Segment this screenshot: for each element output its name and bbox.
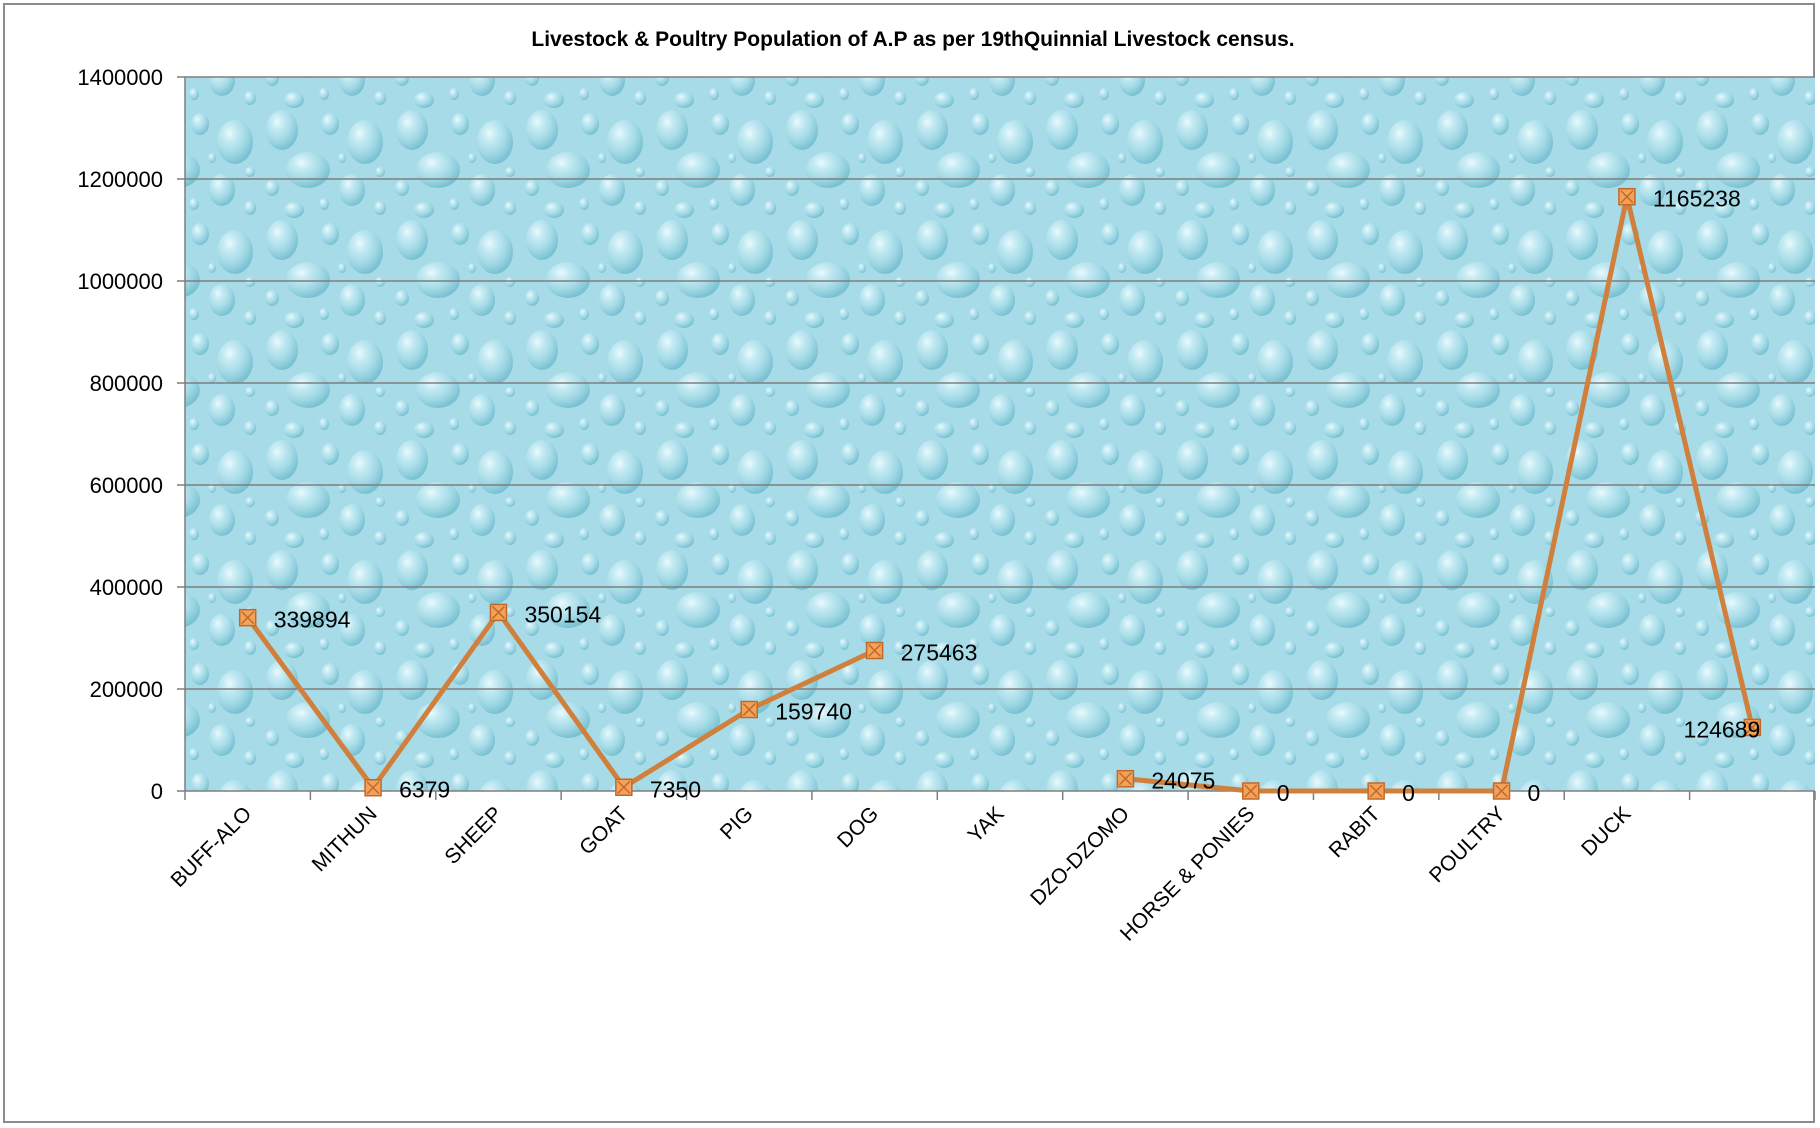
data-point-marker: [865, 641, 884, 660]
data-point-marker: [740, 700, 758, 719]
data-label: 0: [1402, 780, 1415, 806]
plot-area: [185, 77, 1815, 791]
data-label: 275463: [901, 640, 978, 666]
series-line: [245, 609, 878, 791]
data-point-marker: [1492, 782, 1511, 800]
data-point-marker: [1743, 718, 1762, 737]
data-label: 24075: [1151, 768, 1215, 794]
data-series: [238, 187, 1762, 800]
data-point-marker: [1116, 769, 1135, 788]
y-tick-label: 200000: [90, 677, 163, 702]
data-point-marker: [1367, 782, 1385, 800]
series-line: [1122, 194, 1755, 794]
x-tick-label: MITHUN: [308, 802, 382, 876]
y-tick-label: 400000: [90, 575, 163, 600]
y-tick-label: 1000000: [77, 269, 163, 294]
data-label: 0: [1528, 780, 1541, 806]
data-point-marker: [1242, 782, 1260, 800]
data-label: 159740: [775, 699, 852, 725]
x-tick-label: SHEEP: [440, 802, 507, 869]
data-point-marker: [1618, 187, 1636, 206]
data-point-marker: [615, 778, 633, 797]
data-point-marker: [238, 608, 257, 627]
x-tick-label: DZO-DZOMO: [1026, 802, 1134, 910]
y-tick-label: 800000: [90, 371, 163, 396]
x-tick-label: RABIT: [1325, 802, 1385, 862]
data-label: 350154: [524, 601, 601, 627]
data-label: 124689: [1684, 716, 1761, 742]
x-tick-label: PIG: [716, 802, 758, 844]
data-labels: 339894 6379 350154 7350 159740 275463 24075 0 0 0…: [274, 186, 1761, 806]
data-label: 1165238: [1653, 186, 1741, 212]
data-label: 339894: [274, 607, 351, 633]
y-tick-label: 1400000: [77, 65, 163, 90]
x-tick-label: DOG: [833, 802, 883, 852]
data-label: 0: [1277, 780, 1290, 806]
x-tick-label: POULTRY: [1425, 802, 1510, 887]
data-label: 6379: [399, 777, 450, 803]
chart-title: Livestock & Poultry Population of A.P as…: [531, 28, 1294, 51]
x-tick-label: GOAT: [575, 802, 632, 859]
y-tick-label: 0: [151, 779, 163, 804]
x-tick-label: YAK: [964, 802, 1009, 847]
x-axis: BUFF-ALO MITHUN SHEEP GOAT PIG DOG YAK DZO-DZOM…: [167, 790, 1816, 946]
x-tick-label: HORSE & PONIES: [1116, 802, 1259, 945]
y-tick-label: 1200000: [77, 167, 163, 192]
data-point-marker: [489, 603, 508, 622]
y-axis: 0 200000 400000 600000 800000 1000000 1200000 1…: [77, 65, 186, 804]
plot-background: [185, 77, 1815, 791]
x-tick-label: DUCK: [1577, 802, 1635, 860]
data-label: 7350: [650, 776, 701, 802]
x-tick-label: BUFF-ALO: [167, 802, 257, 892]
y-tick-label: 600000: [90, 473, 163, 498]
data-point-marker: [364, 778, 382, 797]
